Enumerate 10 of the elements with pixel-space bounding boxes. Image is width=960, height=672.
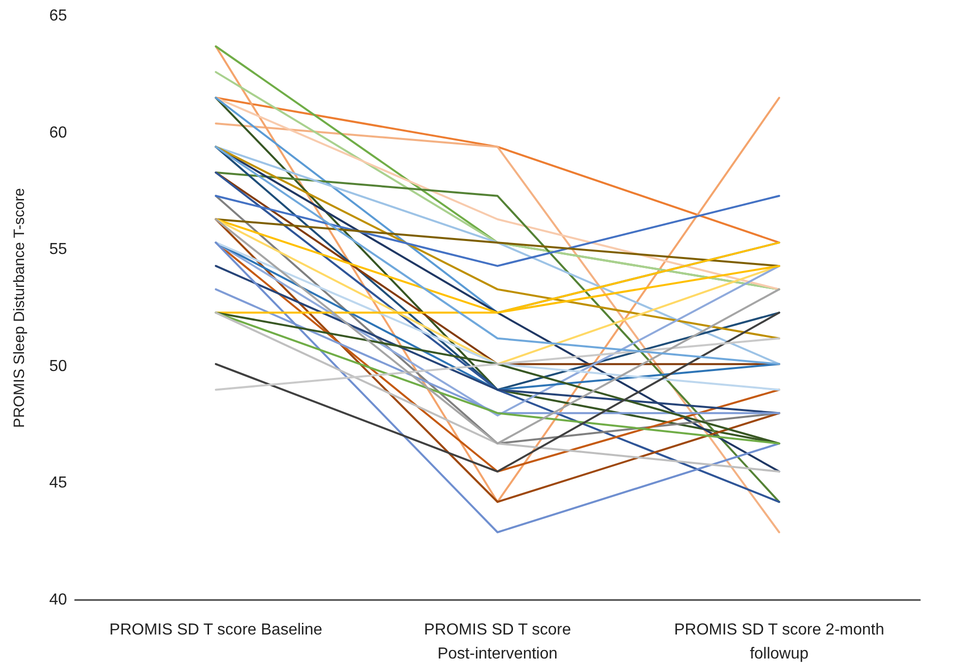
y-tick-label: 65: [49, 8, 68, 24]
y-axis-title: PROMIS Sleep Disturbance T-score: [11, 188, 28, 428]
x-tick-label: PROMIS SD T score Baseline: [109, 622, 322, 638]
x-tick-label: PROMIS SD T score 2-month followup: [674, 622, 884, 662]
y-tick-label: 40: [49, 592, 68, 608]
y-tick-label: 50: [49, 358, 68, 375]
y-tick-label: 55: [49, 241, 68, 258]
x-tick-label: PROMIS SD T score Post-intervention: [424, 622, 572, 662]
y-tick-label: 45: [49, 474, 68, 492]
y-tick-label: 60: [49, 124, 68, 142]
